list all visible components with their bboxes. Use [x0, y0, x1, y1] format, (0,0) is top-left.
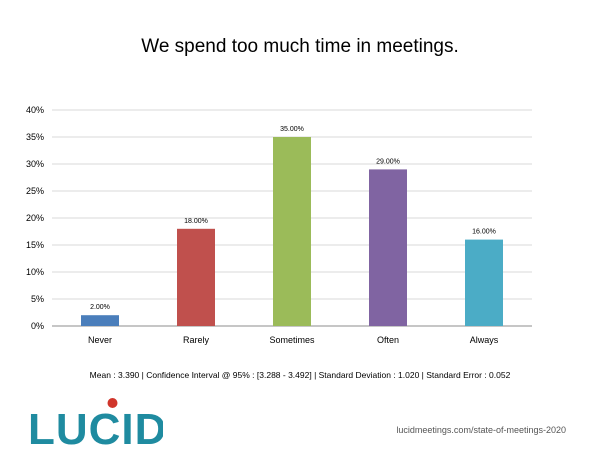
- x-tick-label: Sometimes: [269, 335, 315, 345]
- bar-chart: 0% 5% 10% 15% 20% 25% 30% 35% 40% 2.00% 18.00% 35.…: [26, 105, 532, 345]
- bar-never: [81, 315, 119, 326]
- summary-statistics: Mean : 3.390 | Confidence Interval @ 95%…: [89, 370, 511, 380]
- x-tick-label: Often: [377, 335, 399, 345]
- data-label: 35.00%: [280, 126, 304, 133]
- y-tick-label: 20%: [26, 213, 44, 223]
- x-tick-label: Rarely: [183, 335, 210, 345]
- data-label: 29.00%: [376, 158, 400, 165]
- y-tick-label: 0%: [31, 321, 44, 331]
- logo-wordmark: LUCID: [28, 405, 163, 450]
- bar-often: [369, 169, 407, 326]
- source-url: lucidmeetings.com/state-of-meetings-2020: [396, 425, 566, 435]
- y-tick-label: 5%: [31, 294, 44, 304]
- logo-dot: [107, 398, 118, 408]
- bars: [81, 137, 503, 326]
- data-labels: 2.00% 18.00% 35.00% 29.00% 16.00%: [90, 126, 496, 311]
- bar-always: [465, 239, 503, 326]
- bar-rarely: [177, 228, 215, 326]
- data-label: 18.00%: [184, 218, 208, 225]
- y-tick-label: 30%: [26, 159, 44, 169]
- data-label: 16.00%: [472, 229, 496, 236]
- y-tick-label: 35%: [26, 132, 44, 142]
- bar-sometimes: [273, 137, 311, 326]
- x-tick-label: Never: [88, 335, 112, 345]
- y-tick-label: 25%: [26, 186, 44, 196]
- y-tick-label: 40%: [26, 105, 44, 115]
- data-label: 2.00%: [90, 304, 110, 311]
- y-axis: 0% 5% 10% 15% 20% 25% 30% 35% 40%: [26, 105, 44, 331]
- x-axis: Never Rarely Sometimes Often Always: [88, 335, 499, 345]
- lucid-logo: LUCID: [28, 398, 163, 450]
- chart-title: We spend too much time in meetings.: [141, 36, 459, 57]
- y-tick-label: 15%: [26, 240, 44, 250]
- y-tick-label: 10%: [26, 267, 44, 277]
- x-tick-label: Always: [470, 335, 499, 345]
